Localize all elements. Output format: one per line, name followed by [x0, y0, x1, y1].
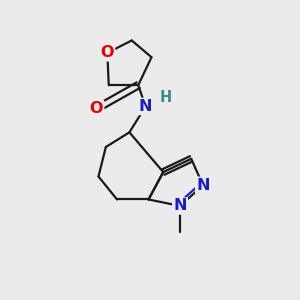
Text: N: N [139, 99, 152, 114]
Text: N: N [173, 198, 187, 213]
Text: O: O [100, 45, 114, 60]
Text: N: N [196, 178, 210, 193]
Text: O: O [90, 101, 103, 116]
Text: H: H [160, 90, 172, 105]
